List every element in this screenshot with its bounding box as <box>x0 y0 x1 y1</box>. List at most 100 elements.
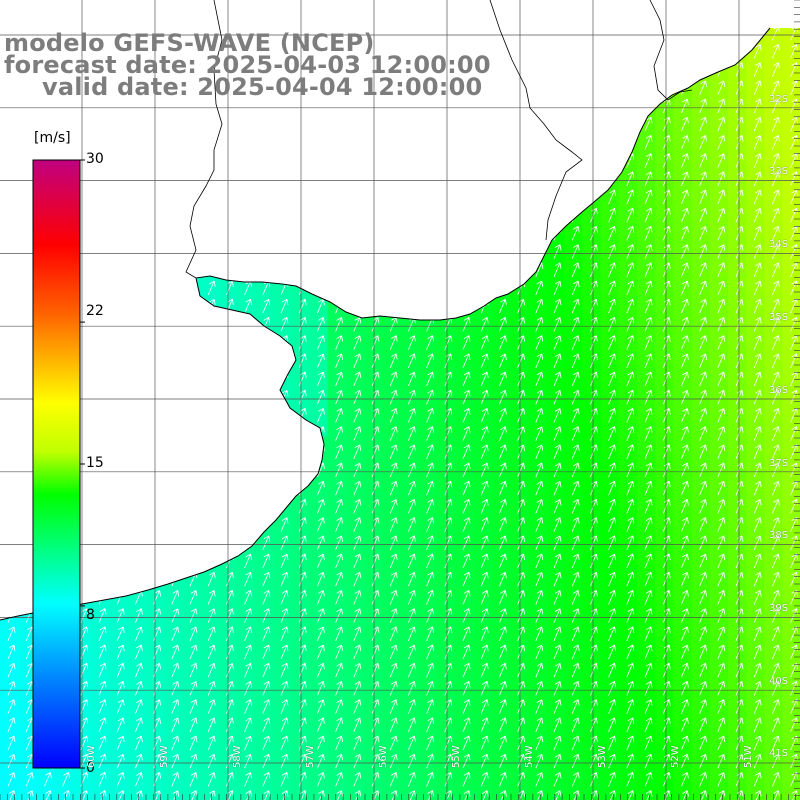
wind-speed-cell <box>182 691 201 711</box>
wind-arrow <box>426 371 434 387</box>
wind-speed-cell <box>382 582 401 602</box>
wind-speed-cell <box>345 673 365 693</box>
wind-speed-cell <box>655 491 674 511</box>
wind-arrow <box>681 389 689 405</box>
wind-speed-cell <box>163 655 183 674</box>
wind-speed-cell <box>127 637 147 656</box>
wind-speed-cell <box>527 691 547 711</box>
wind-speed-cell <box>600 364 620 383</box>
wind-speed-cell <box>600 782 620 800</box>
wind-speed-cell <box>564 746 583 765</box>
wind-speed-cell <box>491 455 511 474</box>
wind-speed-cell <box>200 709 219 729</box>
wind-speed-cell <box>473 527 492 547</box>
wind-speed-cell <box>400 564 420 583</box>
wind-arrow <box>699 98 707 114</box>
wind-arrow <box>571 262 580 277</box>
lon-label: 54W <box>524 745 535 768</box>
wind-speed-cell <box>782 36 800 56</box>
wind-speed-cell <box>691 418 711 438</box>
wind-speed-cell <box>509 345 529 365</box>
wind-speed-cell <box>709 655 729 674</box>
wind-speed-cell <box>418 436 438 456</box>
wind-speed-cell <box>291 327 310 347</box>
wind-speed-cell <box>564 691 583 711</box>
wind-arrow <box>317 408 325 423</box>
wind-speed-cell <box>200 600 219 620</box>
wind-speed-cell <box>400 691 420 711</box>
wind-speed-cell <box>436 782 456 800</box>
wind-arrow <box>717 408 726 423</box>
wind-speed-cell <box>127 728 147 747</box>
wind-speed-cell <box>291 509 310 529</box>
wind-arrow <box>517 444 525 459</box>
wind-arrow <box>389 335 398 350</box>
wind-speed-cell <box>546 673 565 693</box>
wind-speed-cell <box>782 291 800 310</box>
wind-speed-cell <box>509 309 529 329</box>
wind-speed-cell <box>436 491 456 511</box>
wind-speed-cell <box>782 163 800 183</box>
wind-arrow <box>717 335 726 350</box>
wind-arrow <box>772 98 780 114</box>
wind-speed-cell <box>728 764 747 784</box>
wind-speed-cell <box>546 509 565 529</box>
wind-speed-cell <box>491 618 511 638</box>
wind-speed-cell <box>564 509 583 529</box>
wind-speed-cell <box>327 746 347 765</box>
wind-speed-cell <box>637 418 656 438</box>
wind-speed-cell <box>400 436 420 456</box>
lat-label: 38S <box>769 530 789 541</box>
wind-speed-cell <box>418 618 438 638</box>
wind-speed-cell <box>546 473 565 492</box>
wind-speed-cell <box>564 327 583 347</box>
wind-arrow <box>699 371 707 387</box>
wind-speed-cell <box>673 764 693 784</box>
wind-speed-cell <box>418 691 438 711</box>
wind-speed-cell <box>527 764 547 784</box>
wind-speed-cell <box>182 655 201 674</box>
wind-speed-cell <box>618 782 638 800</box>
wind-speed-cell <box>400 600 420 620</box>
wind-speed-cell <box>273 618 292 638</box>
wind-speed-cell <box>400 709 420 729</box>
wind-arrow <box>499 444 507 459</box>
wind-arrow <box>571 389 580 405</box>
wind-arrow <box>626 426 635 441</box>
wind-speed-cell <box>236 746 256 765</box>
wind-speed-cell <box>364 673 383 693</box>
wind-speed-cell <box>637 254 656 274</box>
wind-speed-cell <box>182 746 201 765</box>
wind-speed-cell <box>673 291 693 310</box>
wind-speed-cell <box>364 582 383 602</box>
wind-speed-cell <box>691 309 711 329</box>
wind-arrow <box>681 335 689 350</box>
wind-speed-cell <box>345 546 365 565</box>
wind-speed-cell <box>673 345 693 365</box>
wind-speed-cell <box>582 218 602 238</box>
wind-arrow <box>699 426 707 441</box>
wind-speed-cell <box>582 254 602 274</box>
wind-speed-cell <box>436 673 456 693</box>
wind-speed-cell <box>546 764 565 784</box>
wind-arrow <box>408 335 416 350</box>
wind-speed-cell <box>436 364 456 383</box>
wind-speed-cell <box>546 273 565 292</box>
wind-arrow <box>681 353 689 368</box>
wind-speed-cell <box>236 564 256 583</box>
wind-speed-cell <box>782 218 800 238</box>
wind-arrow <box>772 317 780 332</box>
wind-speed-cell <box>691 509 711 529</box>
wind-speed-cell <box>527 455 547 474</box>
wind-speed-cell <box>364 345 383 365</box>
wind-speed-cell <box>746 345 765 365</box>
wind-speed-cell <box>527 600 547 620</box>
wind-arrow <box>644 480 653 496</box>
wind-speed-cell <box>546 364 565 383</box>
wind-speed-cell <box>618 582 638 602</box>
wind-arrow <box>571 426 580 441</box>
wind-speed-cell <box>564 309 583 329</box>
wind-arrow <box>626 389 635 405</box>
wind-arrow <box>772 408 780 423</box>
